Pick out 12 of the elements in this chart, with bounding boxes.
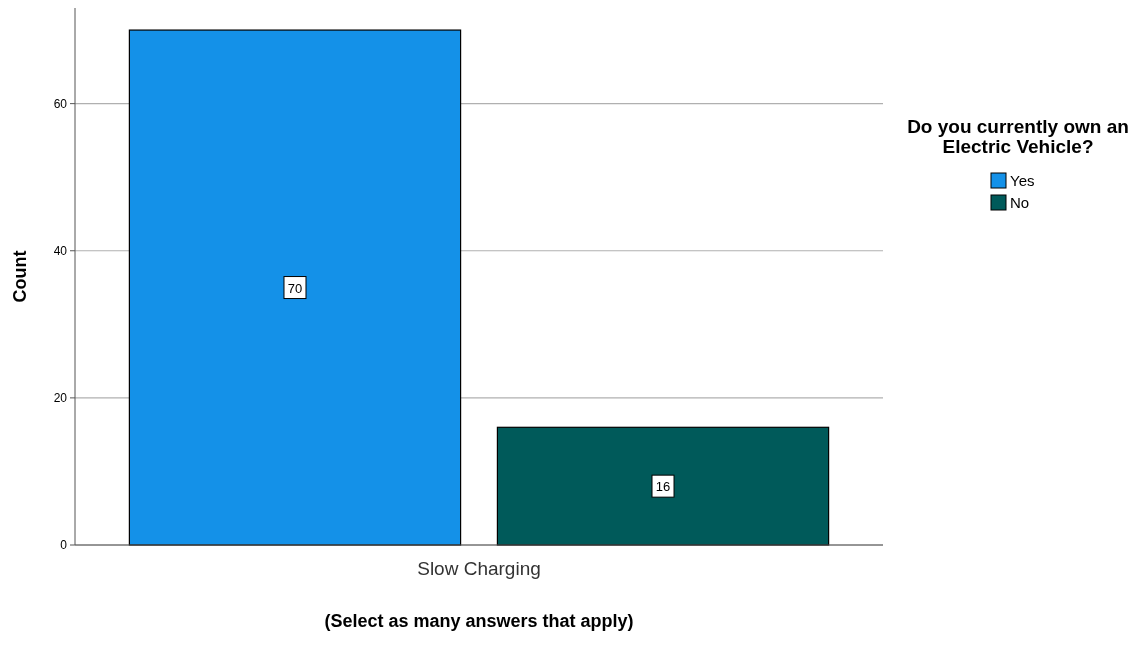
y-axis-title: Count: [10, 250, 30, 303]
x-tick-label: Slow Charging: [417, 558, 541, 579]
legend-label: No: [1010, 194, 1030, 211]
legend-title: Do you currently own an Electric Vehicle?: [907, 116, 1129, 157]
data-label: 16: [655, 479, 671, 495]
y-tick-label: 60: [53, 96, 68, 111]
y-tick-label: 0: [60, 538, 68, 552]
y-tick-label: 40: [53, 243, 68, 258]
legend-label: Yes: [1010, 172, 1035, 189]
x-axis-title: (Select as many answers that apply): [324, 611, 634, 631]
data-label: 70: [287, 280, 303, 296]
y-tick-label: 20: [53, 390, 68, 405]
